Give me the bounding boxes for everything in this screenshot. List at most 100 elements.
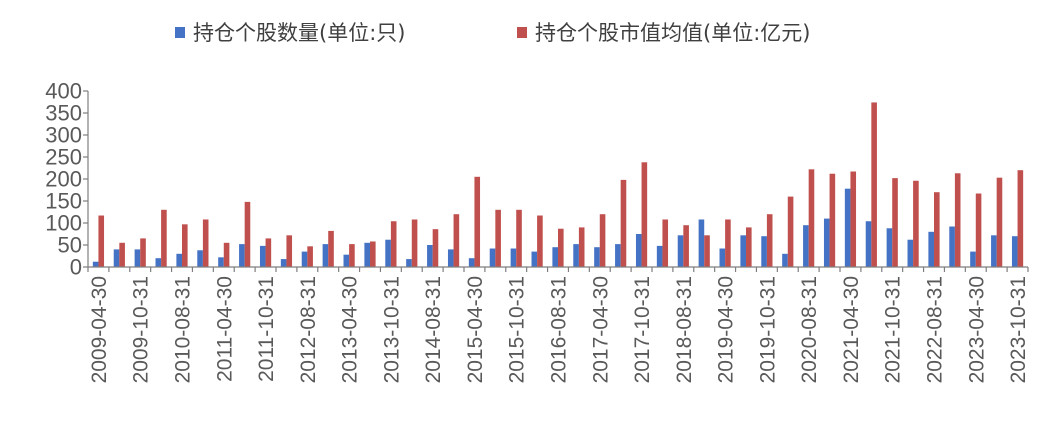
x-axis: 2009-04-30 2009-10-31 2010-08-31 2011-04-30… [87,266,1030,383]
bar-stock-count [865,221,872,267]
bar-avg-market-value [453,214,460,267]
bar-avg-market-value [516,209,522,267]
bar-stock-count [406,259,412,267]
bar-avg-market-value [683,225,689,267]
bar-avg-market-value [265,238,272,267]
y-tick-label: 400 [45,79,82,104]
x-tick-label: 2023-10-31 [1007,276,1030,383]
bar-stock-count [928,231,934,267]
x-tick-label: 2020-08-31 [798,276,821,383]
bar-avg-market-value [850,171,857,267]
bar-avg-market-value [599,214,606,267]
bar-stock-count [761,236,767,267]
bar-stock-count [531,251,538,267]
bar-avg-market-value [913,180,919,267]
x-tick-label: 2022-08-31 [924,276,947,383]
bar-stock-count [615,244,621,267]
bar-stock-count [489,248,496,267]
x-tick-label: 2018-08-31 [673,276,696,383]
bar-avg-market-value [244,201,251,267]
bar-stock-count [970,251,976,267]
y-tick-label: 150 [45,189,82,214]
x-tick-label: 2009-10-31 [130,276,153,383]
bar-stock-count [698,219,705,267]
bar-avg-market-value [704,235,710,267]
bar-stock-count [991,235,997,267]
y-tick-label: 0 [70,255,82,280]
x-tick-label: 2016-08-31 [548,276,571,383]
bar-stock-count [134,249,141,267]
bar-stock-count [113,249,120,267]
legend-swatch [517,27,527,38]
x-tick-label: 2010-08-31 [172,276,195,383]
bar-stock-count [803,225,809,267]
bar-stock-count [782,253,788,267]
bar-avg-market-value [641,162,648,267]
bar-avg-market-value [474,176,481,267]
bar-avg-market-value [432,229,439,267]
y-tick-label: 300 [45,123,82,148]
bar-stock-count [385,239,391,267]
bar-avg-market-value [1017,170,1024,267]
bar-stock-count [155,258,162,267]
bar-avg-market-value [662,219,669,267]
x-tick-label: 2012-08-31 [297,276,320,383]
bar-avg-market-value [286,235,293,267]
bar-stock-count [301,251,308,267]
bar-avg-market-value [996,177,1003,267]
bar-avg-market-value [725,219,731,267]
bar-stock-count [740,235,746,267]
bar-avg-market-value [370,241,376,267]
x-tick-label: 2021-04-30 [840,276,863,383]
legend-label: 持仓个股市值均值(单位:亿元) [535,21,810,45]
bar-stock-count [364,242,370,267]
legend-swatch [175,27,185,38]
bar-avg-market-value [202,219,209,267]
bar-avg-market-value [98,215,105,267]
bar-stock-count [468,258,475,267]
y-tick-label: 50 [58,233,82,258]
bar-stock-count [447,249,454,267]
bar-stock-count [719,248,726,267]
x-tick-label: 2013-10-31 [380,276,403,383]
bar-stock-count [886,228,893,267]
bar-avg-market-value [620,179,627,267]
bar-avg-market-value [537,215,543,267]
bar-avg-market-value [954,173,961,267]
bar-avg-market-value [411,219,418,267]
bar-stock-count [197,250,203,267]
bar-stock-count [510,248,517,267]
x-tick-label: 2011-10-31 [255,276,278,382]
x-tick-label: 2019-10-31 [756,276,779,383]
bar-avg-market-value [787,196,794,267]
bar-avg-market-value [934,192,940,267]
bar-stock-count [552,247,558,267]
bar-stock-count [343,254,350,267]
x-tick-label: 2017-04-30 [589,276,612,383]
x-tick-label: 2021-10-31 [882,276,905,383]
bar-stock-count [239,244,245,267]
y-tick-label: 350 [45,101,82,126]
bar-avg-market-value [140,238,146,267]
bar-stock-count [949,226,955,267]
bar-stock-count [823,218,830,267]
bar-avg-market-value [119,242,125,267]
bar-avg-market-value [578,227,585,267]
bar-avg-market-value [558,228,564,267]
x-tick-label: 2017-10-31 [631,276,654,383]
bar-stock-count [844,188,851,267]
bar-stock-count [1011,236,1018,267]
bar-stock-count [573,244,579,267]
bar-stock-count [176,253,182,267]
bar-avg-market-value [975,193,982,267]
x-tick-label: 2014-08-31 [422,276,445,383]
legend: 持仓个股数量(单位:只) 持仓个股市值均值(单位:亿元) [175,21,810,45]
bar-stock-count [594,247,600,267]
y-tick-label: 200 [45,167,82,192]
bars [92,102,1024,267]
bar-stock-count [656,245,663,267]
bar-stock-count [427,245,433,267]
bar-avg-market-value [892,178,898,267]
bar-stock-count [218,257,224,267]
